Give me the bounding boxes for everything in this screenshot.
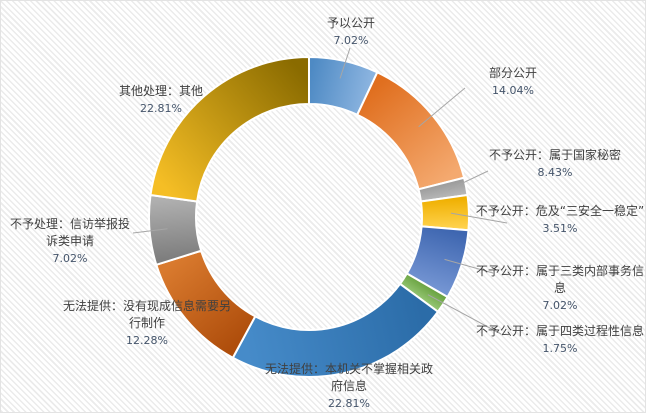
donut-slice [355,70,466,191]
donut-slice [155,249,257,360]
donut-slice [231,282,440,378]
donut-slice [149,55,310,203]
leader-line [448,170,489,191]
leader-line [132,228,168,234]
leader-line [444,258,494,274]
leader-line [427,294,502,335]
leader-line [339,47,351,79]
leader-line [450,212,508,224]
leader-line [418,87,466,128]
donut-slice [419,193,470,232]
